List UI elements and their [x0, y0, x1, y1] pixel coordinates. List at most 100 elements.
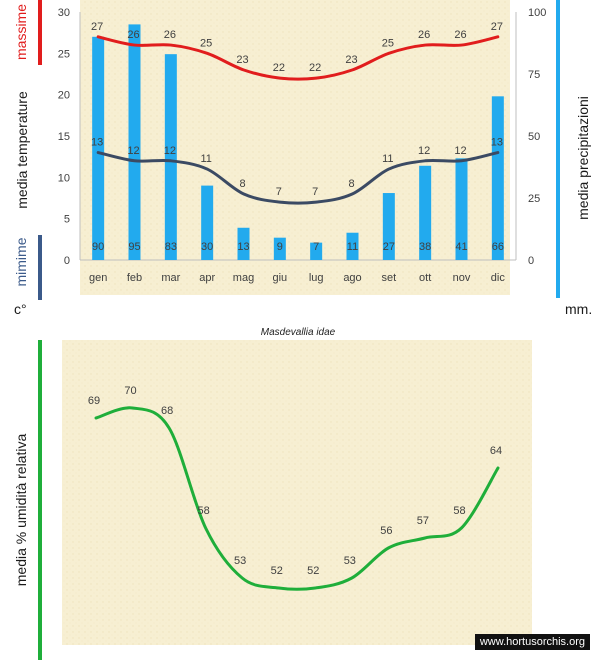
temperature-lines: 27 26 26 25 23 22 22 23 25 26 26 27 13 12 12 11 8 7 7 8 11 12…	[91, 21, 503, 205]
temp-max-label-mag: 23	[236, 54, 248, 66]
y-right-tick-label: 50	[528, 131, 540, 143]
max-legend-bar	[38, 0, 42, 65]
precipitation-bar-mag	[237, 227, 250, 260]
temp-min-label-giu: 7	[276, 186, 282, 198]
y-left-tick-label: 5	[64, 214, 70, 226]
legend-min-label: mimime	[13, 237, 29, 286]
humidity-legend-bar	[38, 340, 42, 660]
temp-max-label-gen: 27	[91, 21, 103, 33]
y-left-tick-label: 15	[58, 131, 70, 143]
temp-max-label-ott: 26	[418, 29, 430, 41]
humidity-label-giu: 52	[271, 565, 283, 577]
temp-max-label-lug: 22	[309, 62, 321, 74]
temp-max-label-ago: 23	[345, 54, 357, 66]
precipitation-label-mag: 13	[237, 241, 249, 253]
legend-max-label: massime	[13, 4, 29, 60]
y-left-tick-label: 25	[58, 48, 70, 60]
humidity-label-ott: 57	[417, 515, 429, 527]
watermark: www.hortusorchis.org	[474, 634, 590, 650]
humidity-chart: 69 70 68 58 53 52 52 53 56 57 58 64	[88, 385, 502, 591]
precipitation-label-ago: 11	[347, 241, 358, 253]
humidity-label-lug: 52	[307, 565, 319, 577]
precipitation-label-apr: 30	[201, 241, 213, 253]
min-legend-bar	[38, 235, 42, 300]
precipitation-label-gen: 90	[92, 241, 104, 253]
y-right-tick-label: 75	[528, 69, 540, 81]
humidity-line	[94, 406, 500, 591]
precipitation-label-ott: 38	[419, 241, 431, 253]
chart-title: Masdevallia idae	[261, 327, 336, 338]
precipitation-bars: 90 95 83 30 13 9 7 11 27 38 41 66	[92, 24, 504, 261]
precipitation-bar-dic	[491, 96, 504, 260]
y-right-title: media precipitazioni	[575, 96, 591, 220]
humidity-label-mag: 53	[234, 555, 246, 567]
temp-max-label-apr: 25	[200, 37, 212, 49]
precipitation-bar-ott	[419, 165, 432, 260]
temp-min-label-mar: 12	[164, 145, 176, 157]
x-tick-label-feb: feb	[127, 272, 142, 284]
temp-min-label-set: 11	[382, 153, 393, 165]
temp-max-label-set: 25	[382, 37, 394, 49]
precipitation-label-giu: 9	[277, 241, 283, 253]
precipitation-label-nov: 41	[455, 241, 467, 253]
temp-max-line	[96, 35, 500, 81]
y-right-tick-label: 25	[528, 193, 540, 205]
temp-min-label-gen: 13	[91, 137, 103, 149]
unit-left-label: c°	[14, 301, 27, 317]
x-tick-label-nov: nov	[453, 272, 471, 284]
x-tick-label-lug: lug	[309, 272, 324, 284]
humidity-y-title: media % umidità relativa	[13, 434, 29, 587]
x-tick-label-mag: mag	[233, 272, 254, 284]
x-tick-label-set: set	[381, 272, 396, 284]
humidity-label-feb: 70	[124, 385, 136, 397]
precipitation-label-set: 27	[383, 241, 395, 253]
temp-min-label-feb: 12	[127, 145, 139, 157]
x-tick-label-ago: ago	[343, 272, 361, 284]
temp-max-label-feb: 26	[127, 29, 139, 41]
temp-min-label-apr: 11	[200, 153, 211, 165]
temp-max-label-dic: 27	[491, 21, 503, 33]
temp-min-label-dic: 13	[491, 137, 503, 149]
x-tick-label-dic: dic	[491, 272, 506, 284]
y-right-tick-label: 0	[528, 255, 534, 267]
precipitation-bar-apr	[201, 185, 214, 260]
humidity-label-apr: 58	[198, 505, 210, 517]
temp-min-label-ago: 8	[348, 178, 354, 190]
y-left-tick-label: 0	[64, 255, 70, 267]
precipitation-label-lug: 7	[313, 241, 319, 253]
temp-max-label-nov: 26	[454, 29, 466, 41]
y-left-tick-label: 20	[58, 90, 70, 102]
axes-group: 0 5 10 15 20 25 30 0 25 50 75 100 gen feb mar apr mag giu…	[58, 7, 547, 284]
humidity-label-mar: 68	[161, 405, 173, 417]
x-tick-label-ott: ott	[419, 272, 431, 284]
precipitation-bar-nov	[455, 158, 468, 260]
humidity-label-dic: 64	[490, 445, 502, 457]
temp-max-label-mar: 26	[164, 29, 176, 41]
precipitation-label-mar: 83	[165, 241, 177, 253]
x-tick-label-apr: apr	[199, 272, 215, 284]
precipitation-bar-giu	[273, 237, 286, 260]
precipitation-bar-lug	[310, 242, 323, 260]
unit-right-label: mm.	[565, 301, 592, 317]
x-tick-label-gen: gen	[89, 272, 107, 284]
temp-min-line	[96, 151, 500, 205]
rain-legend-bar	[556, 0, 560, 298]
y-right-tick-label: 100	[528, 7, 546, 19]
x-tick-label-mar: mar	[161, 272, 180, 284]
top-plot-background	[80, 0, 510, 295]
precipitation-bar-feb	[128, 24, 141, 261]
y-left-title: media temperature	[14, 91, 30, 209]
precipitation-label-dic: 66	[492, 241, 504, 253]
temp-min-label-ott: 12	[418, 145, 430, 157]
humidity-label-ago: 53	[344, 555, 356, 567]
precipitation-label-feb: 95	[128, 241, 140, 253]
precipitation-bar-set	[382, 193, 395, 260]
precipitation-bar-gen	[92, 36, 105, 260]
precipitation-bar-ago	[346, 232, 359, 260]
humidity-label-nov: 58	[453, 505, 465, 517]
y-left-tick-label: 30	[58, 7, 70, 19]
temp-min-label-mag: 8	[239, 178, 245, 190]
temp-max-label-giu: 22	[273, 62, 285, 74]
y-left-tick-label: 10	[58, 172, 70, 184]
